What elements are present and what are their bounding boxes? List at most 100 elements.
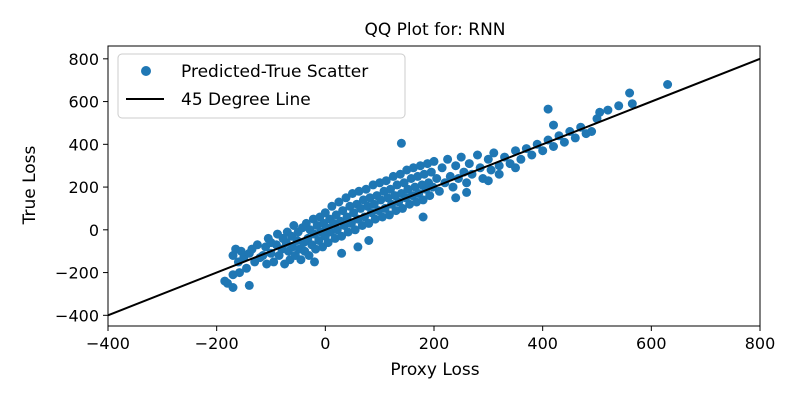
- y-axis-ticks: −400 −200 0 200 400 600 800: [55, 50, 108, 325]
- scatter-point-77: [350, 225, 360, 235]
- reference-line-layer: [107, 57, 761, 317]
- scatter-point-175: [595, 107, 605, 117]
- y-tick-label: 0: [89, 221, 99, 240]
- scatter-point-187: [418, 212, 428, 222]
- scatter-point-170: [570, 133, 580, 143]
- scatter-point-192: [337, 248, 347, 258]
- scatter-point-85: [361, 184, 371, 194]
- legend: Predicted-True Scatter 45 Degree Line: [117, 53, 406, 119]
- scatter-point-148: [464, 159, 474, 169]
- legend-box: [117, 53, 406, 119]
- scatter-point-193: [310, 257, 319, 267]
- scatter-point-147: [462, 178, 472, 188]
- y-tick-label: 400: [68, 135, 99, 154]
- scatter-point-108: [392, 180, 402, 190]
- scatter-point-91: [369, 199, 379, 209]
- scatter-point-120: [408, 163, 418, 173]
- scatter-point-145: [456, 152, 466, 162]
- chart-title: QQ Plot for: RNN: [364, 20, 505, 40]
- scatter-point-143: [451, 161, 461, 171]
- scatter-point-179: [627, 99, 637, 109]
- scatter-point-47: [311, 244, 321, 254]
- scatter-point-14: [262, 259, 272, 269]
- scatter-point-177: [614, 101, 624, 111]
- y-tick-label: −200: [55, 264, 99, 283]
- scatter-point-188: [451, 193, 461, 203]
- scatter-point-117: [405, 199, 415, 209]
- x-tick-label: 400: [527, 334, 558, 353]
- scatter-point-92: [370, 214, 380, 224]
- x-axis-ticks: −400 −200 0 200 400 600 800: [86, 326, 775, 353]
- scatter-point-154: [486, 165, 496, 175]
- scatter-point-103: [386, 184, 395, 194]
- scatter-point-133: [426, 167, 436, 177]
- scatter-point-141: [445, 171, 455, 181]
- legend-scatter-marker: [141, 66, 151, 76]
- scatter-point-116: [403, 184, 413, 194]
- scatter-point-96: [376, 195, 386, 205]
- scatter-point-153: [483, 154, 493, 164]
- scatter-point-87: [364, 218, 374, 228]
- scatter-point-97: [377, 212, 387, 222]
- scatter-point-140: [443, 154, 453, 164]
- scatter-point-100: [381, 176, 391, 186]
- scatter-point-105: [388, 171, 398, 181]
- scatter-point-80: [354, 186, 364, 196]
- scatter-point-159: [511, 146, 520, 156]
- scatter-point-138: [437, 163, 447, 173]
- scatter-point-150: [473, 150, 482, 160]
- forty-five-degree-line: [107, 57, 761, 317]
- scatter-point-162: [527, 150, 537, 160]
- scatter-point-36: [296, 255, 306, 265]
- y-tick-label: 800: [68, 50, 99, 69]
- legend-label-scatter: Predicted-True Scatter: [181, 62, 368, 82]
- scatter-point-112: [398, 203, 407, 213]
- scatter-point-102: [384, 210, 394, 220]
- scatter-point-10: [252, 240, 262, 250]
- scatter-point-125: [415, 161, 425, 171]
- scatter-point-70: [341, 193, 351, 203]
- scatter-point-128: [419, 169, 429, 179]
- x-tick-label: 200: [419, 334, 450, 353]
- scatter-point-166: [549, 142, 558, 151]
- x-tick-label: −400: [86, 334, 130, 353]
- scatter-point-197: [228, 270, 238, 280]
- scatter-point-155: [489, 148, 499, 158]
- scatter-point-88: [365, 193, 375, 203]
- scatter-point-190: [364, 236, 374, 245]
- legend-label-line: 45 Degree Line: [181, 90, 311, 110]
- scatter-point-168: [559, 137, 569, 147]
- scatter-point-181: [543, 104, 553, 114]
- scatter-point-191: [353, 242, 363, 252]
- scatter-point-182: [396, 138, 406, 148]
- scatter-point-195: [228, 283, 238, 292]
- scatter-point-142: [448, 182, 458, 192]
- scatter-point-31: [289, 221, 299, 230]
- scatter-point-135: [429, 156, 439, 166]
- scatter-point-164: [538, 146, 548, 156]
- scatter-point-55: [320, 208, 330, 218]
- scatter-point-186: [511, 163, 520, 173]
- scatter-point-156: [494, 161, 504, 171]
- scatter-point-67: [337, 231, 347, 241]
- x-axis-label: Proxy Loss: [390, 360, 479, 380]
- y-tick-label: 600: [68, 93, 99, 112]
- scatter-point-81: [356, 203, 366, 213]
- scatter-point-185: [494, 169, 504, 179]
- y-tick-label: 200: [68, 178, 99, 197]
- scatter-point-173: [587, 127, 597, 136]
- scatter-point-76: [349, 208, 359, 218]
- scatter-point-137: [434, 186, 444, 196]
- scatter-point-60: [327, 201, 337, 211]
- scatter-point-57: [323, 238, 333, 248]
- scatter-point-18: [269, 257, 279, 267]
- scatter-point-110: [395, 169, 405, 179]
- scatter-point-196: [244, 280, 254, 290]
- scatter-point-178: [625, 88, 635, 98]
- scatter-point-68: [338, 206, 348, 216]
- scatter-point-136: [432, 174, 442, 183]
- scatter-point-189: [462, 187, 472, 197]
- scatter-point-176: [603, 105, 613, 115]
